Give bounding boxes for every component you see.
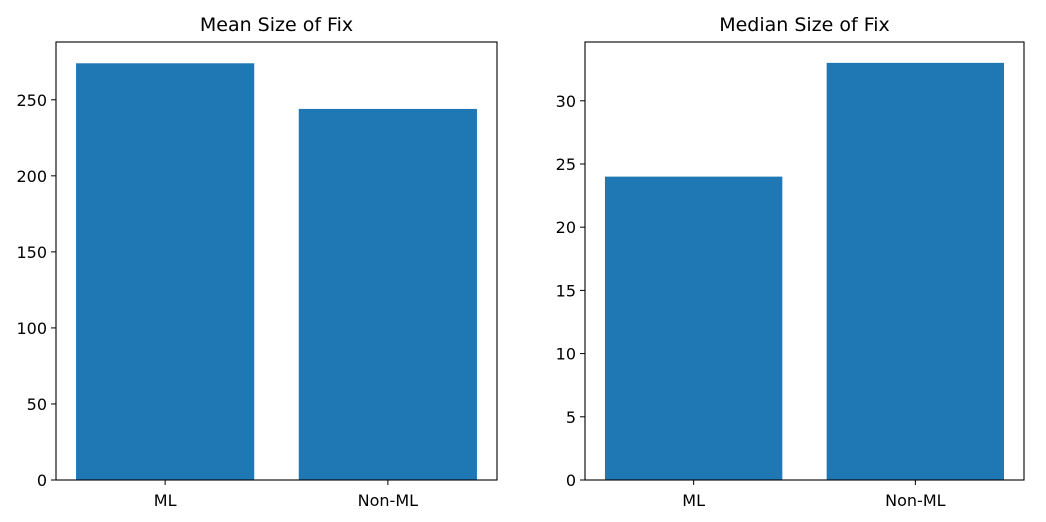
x-tick-label: Non-ML: [358, 491, 418, 510]
bar-non-ml: [826, 62, 1005, 481]
bar-non-ml: [298, 108, 477, 481]
y-tick-label: 15: [556, 281, 576, 300]
chart-median-size-of-fix: Median Size of Fix 0 5 10 15 20 25 30 ML Non-ML: [556, 14, 1025, 510]
bar-ml: [76, 63, 255, 480]
y-tick-label: 50: [27, 395, 47, 414]
bar-ml: [604, 176, 783, 480]
x-tick-label: ML: [682, 491, 705, 510]
y-tick-label: 200: [16, 167, 47, 186]
y-tick-label: 5: [566, 408, 576, 427]
x-tick-label: Non-ML: [885, 491, 945, 510]
axes-frame: [584, 41, 1025, 481]
y-tick-label: 0: [566, 471, 576, 490]
y-tick-label: 10: [556, 345, 576, 364]
chart-title: Median Size of Fix: [719, 14, 890, 36]
axes-frame: [55, 41, 498, 481]
y-tick-label: 100: [16, 319, 47, 338]
chart-mean-size-of-fix: Mean Size of Fix 0 50 100 150 200 250 ML Non-ML: [16, 14, 498, 510]
x-tick-label: ML: [154, 491, 177, 510]
y-tick-label: 0: [37, 471, 47, 490]
chart-title: Mean Size of Fix: [200, 14, 353, 36]
y-tick-label: 30: [556, 92, 576, 111]
y-tick-label: 250: [16, 91, 47, 110]
y-tick-label: 150: [16, 243, 47, 262]
y-tick-label: 25: [556, 155, 576, 174]
y-tick-label: 20: [556, 218, 576, 237]
